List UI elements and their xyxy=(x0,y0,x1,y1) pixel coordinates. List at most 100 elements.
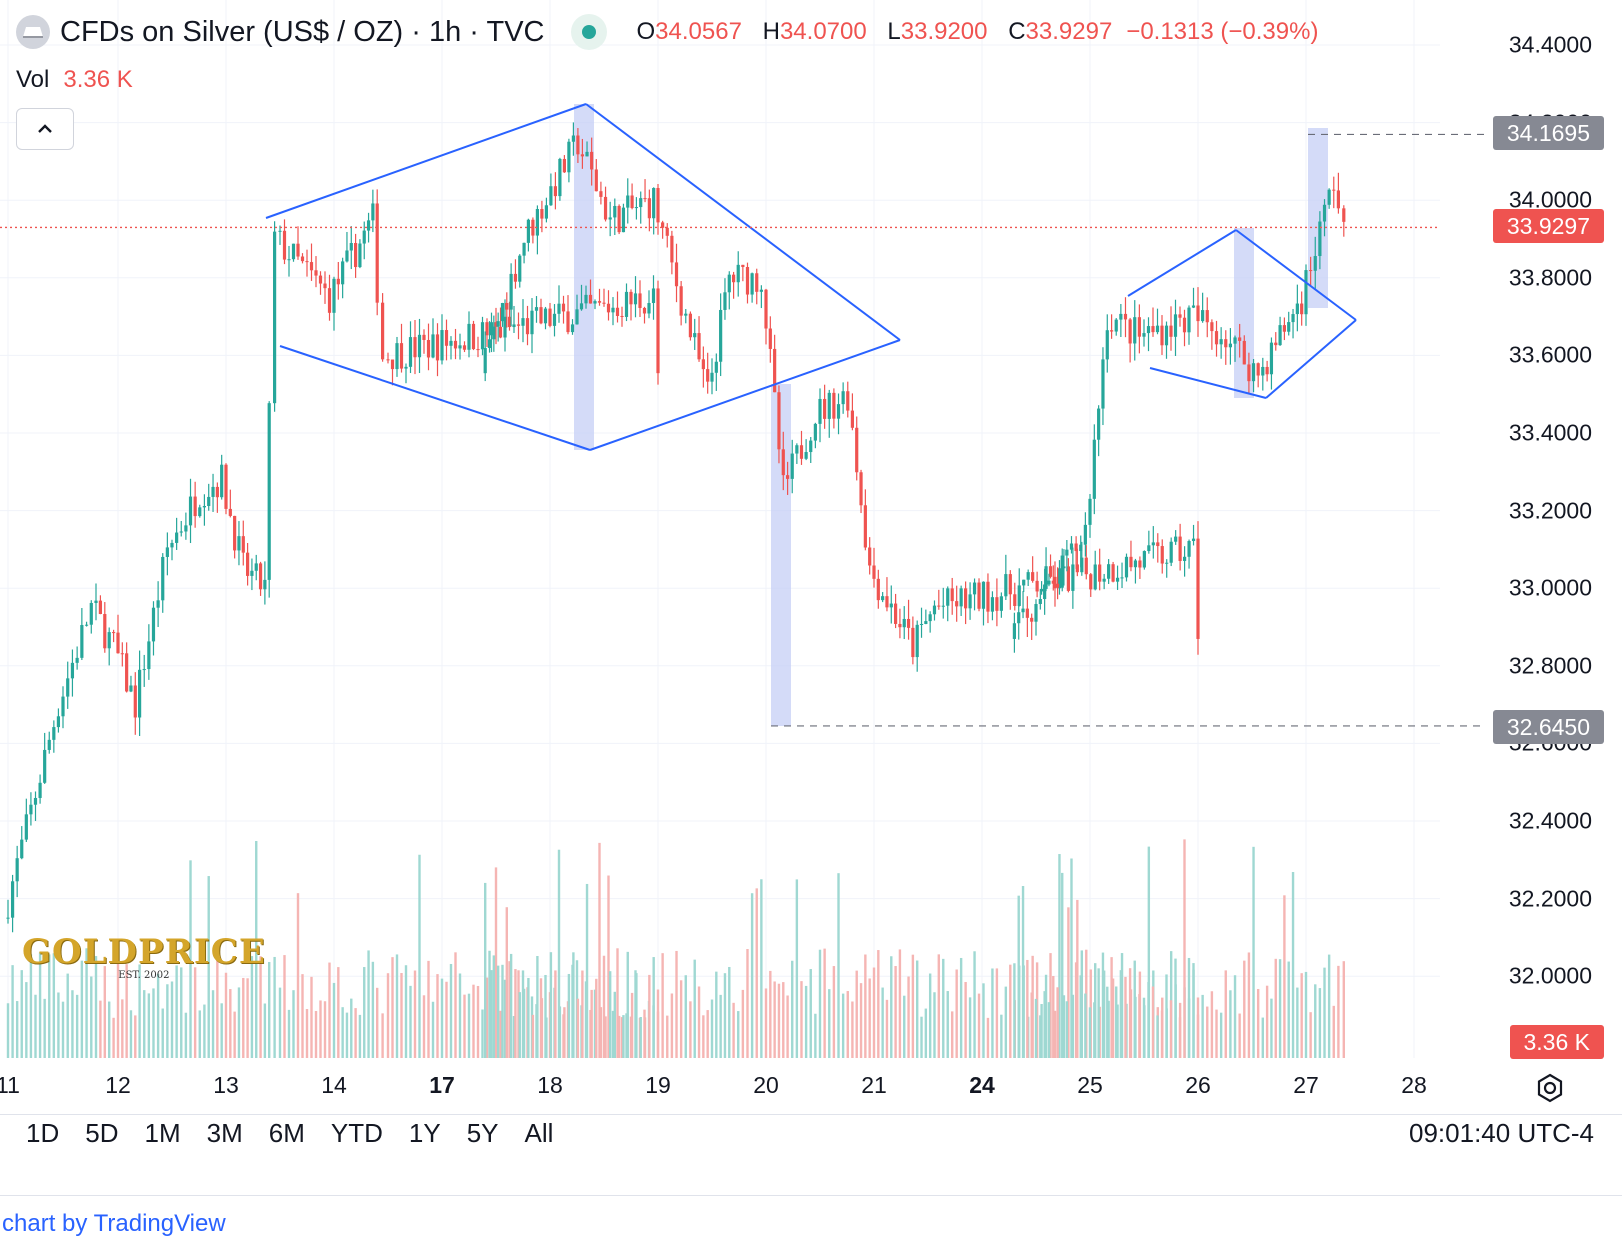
candle-body xyxy=(498,326,503,338)
candle-body xyxy=(513,273,518,282)
candle-body xyxy=(6,917,10,919)
candle-body xyxy=(318,275,323,284)
candle-body xyxy=(1282,325,1286,332)
candle-body xyxy=(494,322,498,327)
candle-body xyxy=(1269,342,1274,375)
range-button-ytd[interactable]: YTD xyxy=(330,1118,383,1148)
market-status-icon[interactable] xyxy=(570,14,607,50)
pattern-line xyxy=(279,345,591,451)
candle-body xyxy=(485,322,489,336)
candle-body xyxy=(480,322,485,350)
goldprice-logo: GOLDPRICE EST. 2002 xyxy=(22,932,266,981)
range-button-5y[interactable]: 5Y xyxy=(466,1118,499,1148)
settings-gear-icon[interactable] xyxy=(1534,1072,1566,1109)
volume-legend: Vol 3.36 K xyxy=(16,66,133,94)
volume-bar xyxy=(1156,1015,1159,1058)
candle-body xyxy=(684,313,688,316)
candle-body xyxy=(693,333,697,338)
range-button-5d[interactable]: 5D xyxy=(85,1118,119,1148)
candle-body xyxy=(1173,314,1178,337)
candle-body xyxy=(561,303,566,312)
range-button-1m[interactable]: 1M xyxy=(144,1118,181,1148)
candle-body xyxy=(1295,303,1299,315)
price-tick-label: 32.8000 xyxy=(1508,652,1592,679)
volume-bar xyxy=(29,954,33,1058)
volume-bar xyxy=(1243,960,1246,1058)
pattern-line xyxy=(1235,229,1357,321)
volume-bar xyxy=(1052,976,1055,1058)
candle-body xyxy=(184,525,188,532)
volume-bar xyxy=(1133,960,1136,1058)
candle-body xyxy=(1178,536,1182,561)
volume-bar xyxy=(189,860,192,1058)
volume-bar xyxy=(38,952,42,1058)
candle-body xyxy=(906,618,911,628)
volume-bar xyxy=(1192,963,1195,1058)
tradingview-link[interactable]: TradingView xyxy=(93,1210,226,1237)
collapse-legend-button[interactable] xyxy=(16,108,74,150)
candle-body xyxy=(1124,556,1129,578)
candle-body xyxy=(156,600,160,608)
candle-body xyxy=(1043,584,1047,600)
time-tick-label: 19 xyxy=(645,1072,671,1098)
candle-body xyxy=(710,372,714,382)
candle-body xyxy=(1056,583,1060,588)
candle-body xyxy=(1160,325,1164,346)
candle-body xyxy=(977,582,981,609)
candle-body xyxy=(56,716,61,728)
volume-bar xyxy=(1283,895,1286,1058)
candle-body xyxy=(496,321,500,327)
candle-body xyxy=(558,158,562,197)
candle-body xyxy=(1300,303,1304,315)
candle-body xyxy=(1160,546,1164,564)
volume-bar xyxy=(855,970,858,1058)
candle-body xyxy=(995,597,999,611)
symbol-title[interactable]: CFDs on Silver (US$ / OZ) · 1h · TVC xyxy=(60,15,545,48)
chevron-up-icon xyxy=(38,124,52,133)
volume-bar xyxy=(71,990,74,1058)
candle-body xyxy=(911,627,915,658)
volume-bar xyxy=(643,1017,647,1058)
candle-body xyxy=(872,565,876,579)
clock[interactable]: 09:01:40 UTC-4 xyxy=(1409,1118,1594,1148)
candle-body xyxy=(1013,594,1017,606)
volume-bar xyxy=(203,1004,206,1058)
range-button-3m[interactable]: 3M xyxy=(206,1118,243,1148)
volume-bar xyxy=(635,973,638,1058)
range-button-1y[interactable]: 1Y xyxy=(408,1118,441,1148)
range-button-6m[interactable]: 6M xyxy=(268,1118,305,1148)
candle-body xyxy=(518,255,522,282)
volume-bar xyxy=(1039,1015,1042,1058)
candle-body xyxy=(1146,326,1151,334)
candle-body xyxy=(444,330,449,346)
range-button-1d[interactable]: 1D xyxy=(26,1118,60,1148)
candle-body xyxy=(138,669,142,718)
volume-bar xyxy=(1238,1013,1241,1058)
volume-bar xyxy=(180,967,183,1058)
candle-body xyxy=(408,337,413,367)
candle-body xyxy=(777,392,781,450)
volume-bar xyxy=(1287,961,1290,1058)
current-price-badge: 33.9297 xyxy=(1492,209,1604,243)
volume-bar xyxy=(885,999,889,1058)
volume-bar xyxy=(1043,991,1046,1058)
candle-body xyxy=(426,339,431,358)
volume-bar xyxy=(864,954,867,1058)
candle-body xyxy=(544,205,548,219)
volume-bar xyxy=(490,970,493,1058)
candle-body xyxy=(133,685,137,718)
range-button-all[interactable]: All xyxy=(524,1118,554,1148)
volume-bar xyxy=(851,1001,854,1058)
chart-credit[interactable]: chart by TradingView xyxy=(2,1210,226,1238)
candle-body xyxy=(207,496,211,507)
volume-bar xyxy=(1229,990,1232,1058)
candle-body xyxy=(1313,256,1317,271)
candle-body xyxy=(1026,572,1030,580)
candle-body xyxy=(103,614,107,649)
volume-bar xyxy=(872,967,876,1058)
candle-body xyxy=(781,449,785,476)
candle-body xyxy=(786,475,790,479)
volume-bar xyxy=(732,1002,735,1058)
logo-text: GOLDPRICE xyxy=(22,932,266,972)
